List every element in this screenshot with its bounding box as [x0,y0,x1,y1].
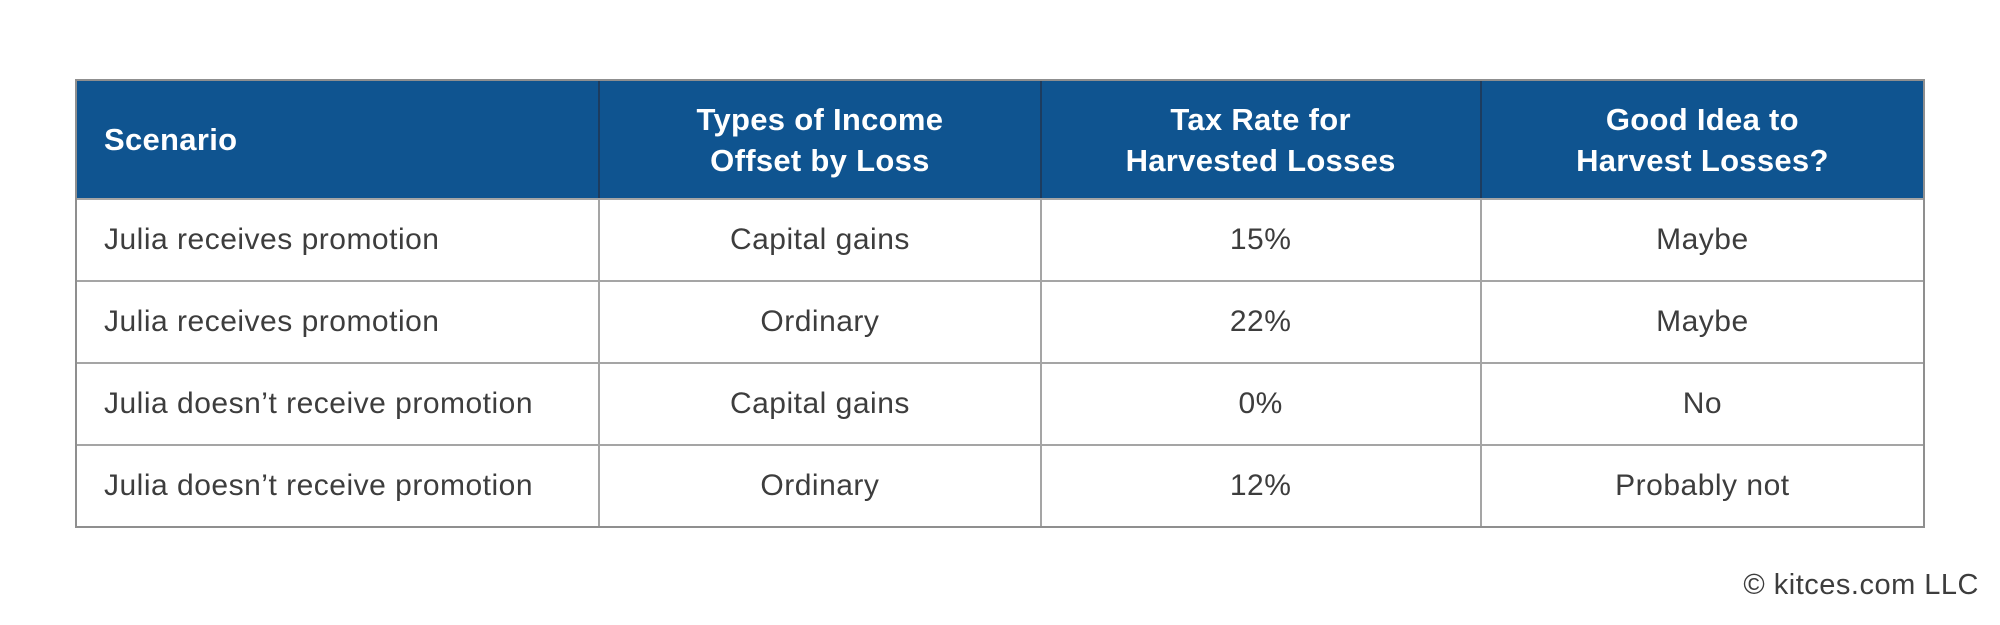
column-header-label-line2: Offset by Loss [710,142,930,178]
good-idea-cell: No [1481,362,1923,444]
tax-rate-cell: 22% [1041,280,1482,362]
income-type-cell: Ordinary [600,444,1042,526]
column-header-label-line1: Types of Income [696,101,944,137]
scenario-cell: Julia receives promotion [77,198,601,280]
scenario-cell: Julia doesn’t receive promotion [77,444,601,526]
tax-rate-cell: 15% [1041,198,1482,280]
column-header-label-line1: Tax Rate for [1170,101,1351,137]
income-type-cell: Ordinary [600,280,1042,362]
column-header-label-line1: Good Idea to [1605,101,1799,137]
good-idea-cell: Maybe [1481,280,1923,362]
income-type-cell: Capital gains [600,198,1042,280]
column-header-label: Scenario [104,122,238,157]
copyright-notice: © kitces.com LLC [1743,569,1979,601]
good-idea-cell: Probably not [1481,444,1923,526]
column-header-label-line2: Harvest Losses? [1576,142,1829,178]
tax-rate-cell: 12% [1041,444,1482,526]
scenario-cell: Julia doesn’t receive promotion [77,362,601,444]
income-type-cell: Capital gains [600,362,1042,444]
column-header-good-idea: Good Idea to Harvest Losses? [1481,81,1923,198]
scenario-cell: Julia receives promotion [77,280,601,362]
column-header-label-line2: Harvested Losses [1125,142,1396,178]
column-header-scenario: Scenario [77,81,601,198]
scenario-table: Scenario Types of Income Offset by Loss … [75,79,1925,528]
column-header-income-type: Types of Income Offset by Loss [600,81,1042,198]
tax-rate-cell: 0% [1041,362,1482,444]
column-header-tax-rate: Tax Rate for Harvested Losses [1041,81,1482,198]
good-idea-cell: Maybe [1481,198,1923,280]
